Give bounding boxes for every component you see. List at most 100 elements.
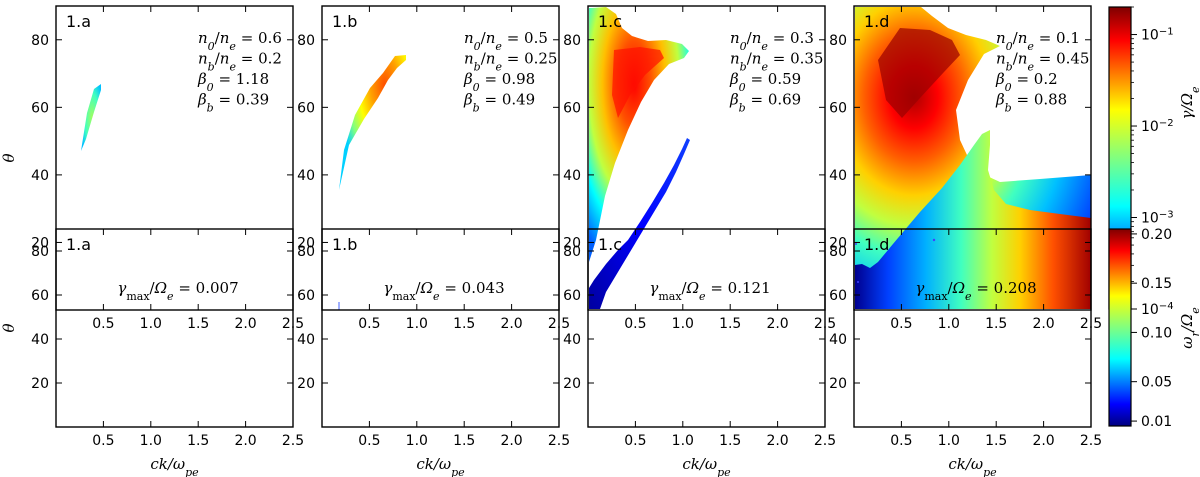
x-tick-label: 2.5 [282, 433, 304, 449]
plot-frame [321, 228, 560, 428]
x-axis-label: ck/ωpe​ [682, 455, 731, 477]
panel-bottom-1c [589, 138, 690, 309]
y-tick-label: 80 [563, 244, 581, 260]
x-tick-label: 2.5 [814, 433, 836, 449]
gamma-max-text: γmax​/Ωe​ = 0.121 [649, 279, 770, 303]
x-tick-label: 1.5 [719, 316, 741, 332]
plot-frame [853, 228, 1092, 428]
y-axis-label: θ [0, 323, 18, 332]
panel-bottom-1d: 0.5 1.0 1.5 2.0 2.5 20 40 60 80 1.d ck/ωpe​ [829, 228, 1102, 477]
y-tick-label: 20 [297, 376, 315, 392]
x-tick-label: 0.5 [92, 433, 114, 449]
x-axis-label: ck/ωpe​ [948, 455, 997, 477]
param-text: n0​/ne​ = 0.5 [464, 29, 548, 53]
x-tick-label: 2.0 [766, 316, 788, 332]
x-tick-label: 2.0 [1032, 316, 1054, 332]
gamma-max-text: γmax​/Ωe​ = 0.043 [383, 279, 504, 303]
y-tick-label: 80 [31, 33, 49, 49]
y-tick-label: 20 [31, 235, 49, 251]
colorbar-bottom: 0.20 0.15 0.10 0.05 0.01 ωr/Ωe [1108, 227, 1200, 430]
gamma-max-text: γmax​/Ωe​ = 0.208 [915, 279, 1036, 303]
param-text: nb​/ne​ = 0.45 [996, 50, 1089, 74]
panel-label: 1.d [864, 12, 889, 31]
colorbar-tick-label: 10−2 [1141, 118, 1174, 136]
panel-label: 1.c [598, 235, 622, 254]
colorbar-tick-label: 10−4 [1141, 301, 1174, 319]
y-tick-label: 80 [829, 244, 847, 260]
axes-layer: 0.5 1.0 1.5 2.0 2.5 20 40 60 80 1.a θ n0​/ne​ = 0.6… [0, 5, 1102, 477]
x-tick-label: 2.0 [766, 433, 788, 449]
x-tick-label: 1.0 [140, 433, 162, 449]
growth-core-1c [612, 47, 664, 118]
x-tick-label: 2.0 [1032, 433, 1054, 449]
x-tick-label: 0.5 [624, 433, 646, 449]
plot-frame [55, 228, 294, 428]
y-tick-label: 40 [829, 332, 847, 348]
x-tick-label: 0.5 [358, 316, 380, 332]
panel-label: 1.a [66, 235, 91, 254]
panel-label: 1.b [332, 12, 357, 31]
x-tick-label: 2.0 [500, 316, 522, 332]
y-tick-label: 40 [563, 332, 581, 348]
param-text: n0​/ne​ = 0.3 [730, 29, 814, 53]
y-tick-label: 40 [31, 332, 49, 348]
y-tick-label: 20 [829, 235, 847, 251]
x-tick-label: 1.5 [453, 433, 475, 449]
param-text: β0​ = 0.98 [463, 70, 535, 94]
y-tick-label: 40 [829, 168, 847, 184]
plot-frame [587, 5, 826, 311]
param-text: β0​ = 0.2 [995, 70, 1058, 94]
scatter-point [857, 281, 859, 283]
gamma-max-text: γmax​/Ωe​ = 0.007 [117, 279, 238, 303]
frequency-region-1c [589, 138, 690, 309]
x-tick-label: 0.5 [890, 433, 912, 449]
panel-top-1b [339, 55, 406, 190]
x-tick-label: 2.0 [500, 433, 522, 449]
y-tick-label: 20 [563, 376, 581, 392]
y-tick-label: 40 [297, 332, 315, 348]
param-text: β0​ = 0.59 [729, 70, 801, 94]
x-tick-label: 1.0 [406, 433, 428, 449]
param-text: βb​ = 0.49 [463, 91, 535, 115]
param-text: βb​ = 0.39 [197, 91, 269, 115]
y-tick-label: 40 [563, 168, 581, 184]
x-tick-label: 1.5 [187, 316, 209, 332]
colorbar-top-label: γ/Ωe [1178, 86, 1200, 119]
y-tick-label: 60 [31, 100, 49, 116]
y-tick-label: 80 [297, 33, 315, 49]
x-tick-label: 0.5 [624, 316, 646, 332]
param-text: βb​ = 0.69 [729, 91, 801, 115]
plot-frame [587, 228, 826, 428]
colorbar-tick-label: 0.10 [1141, 325, 1172, 341]
y-tick-label: 60 [829, 100, 847, 116]
x-axis-label: ck/ωpe​ [150, 455, 199, 477]
y-tick-label: 40 [31, 168, 49, 184]
x-tick-label: 1.5 [985, 316, 1007, 332]
panel-bottom-1c: 0.5 1.0 1.5 2.0 2.5 20 40 60 80 1.c ck/ωpe​ [563, 228, 836, 477]
colorbar-bottom-label: ωr/Ωe [1178, 307, 1200, 349]
panel-label: 1.a [66, 12, 91, 31]
param-text: β0​ = 1.18 [197, 70, 269, 94]
growth-region-1a [81, 84, 101, 151]
x-tick-label: 0.5 [890, 316, 912, 332]
y-tick-label: 60 [563, 288, 581, 304]
growth-core-1d [878, 28, 960, 118]
x-tick-label: 2.0 [234, 433, 256, 449]
frequency-region-1d [855, 130, 1091, 309]
param-text: βb​ = 0.88 [995, 91, 1067, 115]
param-text: n0​/ne​ = 0.6 [198, 29, 282, 53]
panel-top-1c [589, 7, 689, 262]
y-tick-label: 60 [31, 288, 49, 304]
param-text: nb​/ne​ = 0.2 [198, 50, 282, 74]
y-tick-label: 60 [563, 100, 581, 116]
x-tick-label: 0.5 [358, 433, 380, 449]
param-text: nb​/ne​ = 0.25 [464, 50, 557, 74]
y-tick-label: 20 [563, 235, 581, 251]
y-tick-label: 40 [297, 168, 315, 184]
x-tick-label: 1.0 [938, 433, 960, 449]
x-tick-label: 1.5 [985, 433, 1007, 449]
x-tick-label: 1.5 [719, 433, 741, 449]
